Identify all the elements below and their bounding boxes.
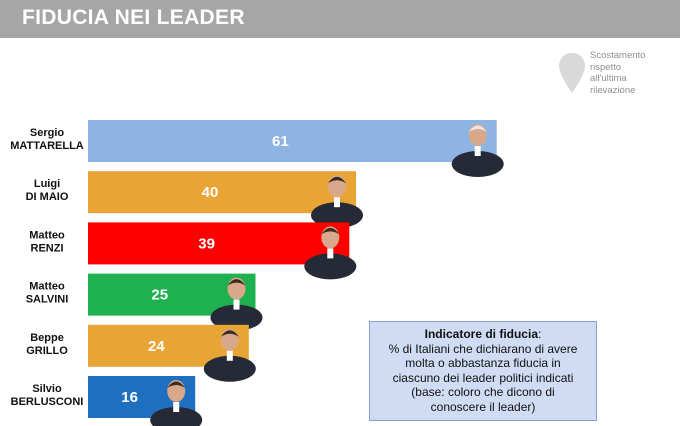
info-line: molta o abbastanza fiducia in bbox=[405, 356, 561, 370]
leader-portrait bbox=[311, 175, 363, 229]
value-label: 25 bbox=[151, 287, 168, 304]
leader-portrait bbox=[203, 328, 256, 382]
category-label: Luigi bbox=[34, 178, 60, 190]
info-line: % di Italiani che dichiarano di avere bbox=[388, 341, 578, 356]
portrait-hair bbox=[220, 330, 239, 337]
category-label: SALVINI bbox=[26, 294, 69, 306]
category-label: DI MAIO bbox=[26, 191, 69, 203]
leader-portrait bbox=[451, 124, 504, 177]
portrait-hair bbox=[321, 227, 340, 235]
category-label: GRILLO bbox=[26, 345, 68, 357]
portrait-shoulders bbox=[311, 202, 363, 229]
portrait-hair bbox=[167, 381, 186, 388]
portrait-collar bbox=[233, 299, 240, 310]
value-label: 39 bbox=[198, 235, 215, 252]
map-pin-icon bbox=[559, 53, 585, 93]
change-note-line: Scostamento bbox=[590, 50, 646, 61]
portrait-collar bbox=[474, 146, 481, 156]
category-label: MATTARELLA bbox=[10, 140, 84, 152]
change-note-line: rilevazione bbox=[590, 84, 636, 96]
portrait-shoulders bbox=[203, 355, 256, 382]
info-title-line: Indicatore di fiducia: bbox=[370, 327, 596, 342]
leader-portrait bbox=[210, 277, 263, 331]
value-label: 61 bbox=[272, 133, 289, 150]
portrait-collar bbox=[334, 197, 340, 208]
category-label: Beppe bbox=[30, 332, 64, 344]
info-title: Indicatore di fiducia bbox=[424, 327, 538, 341]
portrait-collar bbox=[327, 248, 334, 259]
leader-portrait bbox=[150, 380, 203, 426]
bar bbox=[88, 171, 356, 214]
portrait-hair bbox=[328, 176, 346, 184]
page-title: FIDUCIA NEI LEADER bbox=[22, 6, 245, 29]
category-label: RENZI bbox=[31, 242, 64, 254]
change-note-line: rispetto bbox=[590, 61, 622, 73]
leader-portrait bbox=[304, 226, 357, 280]
info-line: ciascuno dei leader politici indicati bbox=[392, 370, 574, 385]
portrait-shoulders bbox=[451, 151, 504, 177]
portrait-hair bbox=[468, 125, 487, 132]
portrait-hair bbox=[227, 279, 246, 286]
category-label: Sergio bbox=[30, 127, 65, 139]
change-note: Scostamento rispetto all'ultima rilevazi… bbox=[556, 50, 666, 98]
category-label: Silvio bbox=[32, 383, 62, 395]
category-label: Matteo bbox=[29, 229, 65, 241]
portrait-shoulders bbox=[210, 304, 263, 331]
bar bbox=[88, 120, 497, 162]
portrait-shoulders bbox=[150, 407, 203, 426]
value-label: 40 bbox=[202, 184, 219, 201]
bar bbox=[88, 222, 350, 265]
value-label: 24 bbox=[148, 338, 165, 355]
info-title-suffix: : bbox=[538, 327, 542, 341]
portrait-collar bbox=[226, 350, 233, 361]
category-label: Matteo bbox=[29, 281, 65, 293]
portrait-shoulders bbox=[304, 253, 357, 280]
value-label: 16 bbox=[121, 389, 138, 406]
info-box: Indicatore di fiducia: % di Italiani che… bbox=[369, 321, 597, 421]
category-label: BERLUSCONI bbox=[11, 396, 84, 408]
header-bar: FIDUCIA NEI LEADER bbox=[0, 0, 680, 38]
info-line: conoscere il leader) bbox=[430, 399, 536, 414]
info-line: (base: coloro che dicono di bbox=[411, 385, 555, 399]
portrait-collar bbox=[173, 402, 180, 412]
change-note-line: all'ultima bbox=[590, 73, 627, 84]
change-note-text: Scostamento rispetto all'ultima rilevazi… bbox=[590, 50, 670, 96]
